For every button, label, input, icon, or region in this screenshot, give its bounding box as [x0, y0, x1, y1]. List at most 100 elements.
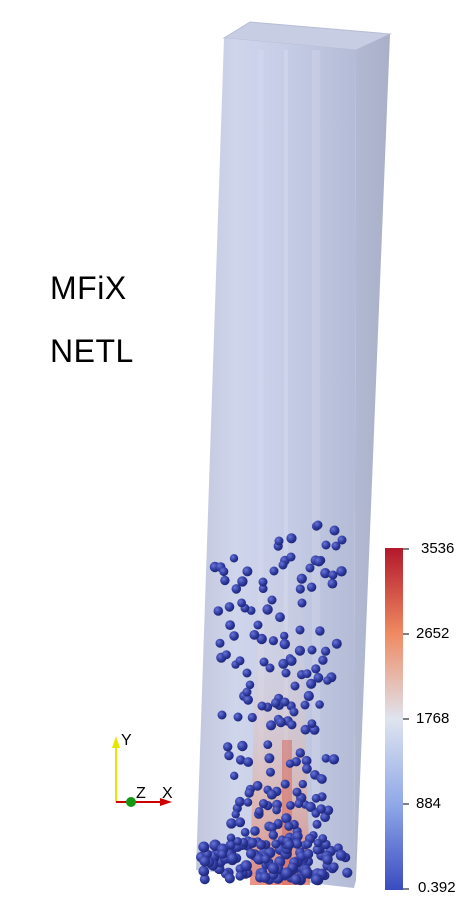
particle [301, 755, 312, 766]
particle [306, 582, 317, 592]
particle [303, 839, 313, 849]
particle [235, 817, 246, 828]
particle [312, 844, 323, 855]
particle [237, 598, 247, 608]
particle [233, 712, 243, 722]
particle [335, 849, 347, 861]
particle [328, 570, 338, 580]
particle [243, 798, 253, 807]
particle [313, 556, 324, 567]
particle [286, 552, 296, 562]
particle [303, 690, 314, 702]
particle [259, 657, 269, 667]
particle [253, 853, 265, 865]
flow-streaks [258, 50, 320, 880]
particle [311, 793, 321, 803]
overlay-title-line1: MFiX [50, 270, 127, 306]
particle [272, 805, 281, 815]
particle [306, 678, 317, 689]
particle [267, 862, 279, 875]
particle [294, 799, 304, 808]
colorbar-tick-upper: 2652 [416, 625, 450, 642]
particle [224, 750, 234, 761]
particle [258, 584, 268, 593]
x-axis-arrow-icon [160, 798, 172, 806]
particle [294, 645, 305, 656]
particle [268, 636, 278, 646]
particle [318, 655, 328, 665]
particle [280, 779, 290, 789]
particle [286, 801, 295, 810]
particle [240, 860, 252, 872]
particle [317, 774, 327, 784]
particle [296, 573, 307, 584]
particle [235, 755, 246, 765]
colorbar-tick-min: 0.392 [418, 879, 456, 896]
particle [323, 805, 334, 816]
particle [321, 646, 331, 656]
particle [226, 818, 237, 829]
particle [281, 668, 291, 678]
particle [252, 780, 263, 791]
particle [266, 767, 275, 777]
particle [237, 740, 248, 752]
particle [226, 840, 236, 850]
particle [278, 560, 288, 570]
colorbar [385, 548, 403, 890]
particle [244, 788, 254, 798]
colorbar-ticks [403, 548, 409, 890]
particle [242, 687, 252, 697]
particle [219, 567, 229, 577]
particle [233, 837, 242, 846]
particle [297, 598, 307, 608]
particle [284, 839, 295, 850]
particle [342, 867, 353, 878]
particle [257, 701, 267, 711]
particle [275, 612, 285, 623]
particle [292, 831, 303, 842]
particle [266, 720, 277, 731]
y-axis-arrow-icon [112, 736, 120, 748]
particle [245, 680, 255, 690]
particle [230, 771, 239, 780]
particle [289, 707, 299, 717]
particle [220, 575, 230, 586]
particle [280, 697, 290, 707]
particle [290, 681, 300, 691]
particle [302, 669, 312, 678]
particle [247, 837, 258, 848]
particle [258, 577, 268, 587]
particle [305, 801, 316, 813]
particle [225, 620, 236, 630]
particle [243, 757, 254, 767]
particle [287, 720, 297, 730]
particle [337, 535, 347, 545]
particle [256, 633, 267, 645]
hot-jet [282, 740, 292, 885]
particle [264, 753, 275, 764]
particle [266, 789, 277, 800]
particle [303, 849, 314, 859]
particle [320, 568, 331, 579]
particle [315, 700, 324, 709]
particle [292, 787, 302, 797]
particle [329, 862, 339, 872]
overlay-title-line2: NETL [50, 333, 134, 369]
particle [300, 724, 311, 735]
particle [281, 867, 293, 879]
particle [226, 833, 236, 843]
particle [290, 874, 302, 885]
particle [215, 638, 225, 648]
particle [247, 712, 257, 723]
z-axis-dot-icon [126, 797, 136, 807]
particle [254, 807, 264, 816]
particle [305, 563, 315, 573]
particle [336, 566, 347, 577]
particle [263, 740, 273, 749]
orientation-axes [112, 736, 172, 807]
particle [307, 719, 317, 728]
particle [217, 849, 227, 859]
axis-label-z: Z [136, 785, 146, 802]
